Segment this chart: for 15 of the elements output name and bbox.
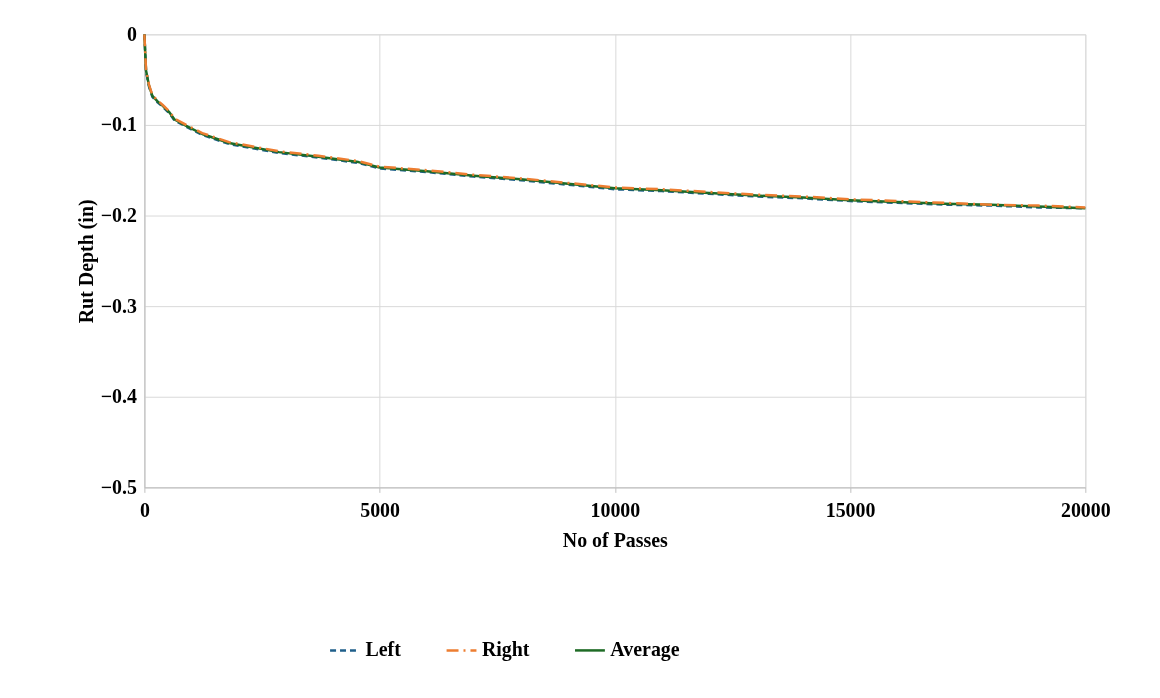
y-tick-label: −0.5	[100, 475, 137, 498]
x-tick-label: 15000	[825, 498, 876, 521]
legend-label: Left	[365, 638, 402, 661]
y-tick-label: −0.3	[100, 294, 137, 317]
x-axis-title: No of Passes	[562, 528, 669, 551]
legend-label: Average	[610, 638, 680, 662]
y-tick-label: 0	[126, 22, 137, 45]
legend-label: Right	[481, 638, 530, 662]
y-tick-label: −0.1	[100, 113, 137, 136]
x-tick-label: 20000	[1060, 498, 1111, 521]
y-tick-label: −0.2	[100, 204, 137, 227]
y-tick-label: −0.4	[100, 385, 137, 408]
x-tick-label: 5000	[360, 498, 401, 521]
x-tick-label: 10000	[590, 498, 641, 521]
y-axis-title: Rut Depth (in)	[74, 199, 98, 324]
